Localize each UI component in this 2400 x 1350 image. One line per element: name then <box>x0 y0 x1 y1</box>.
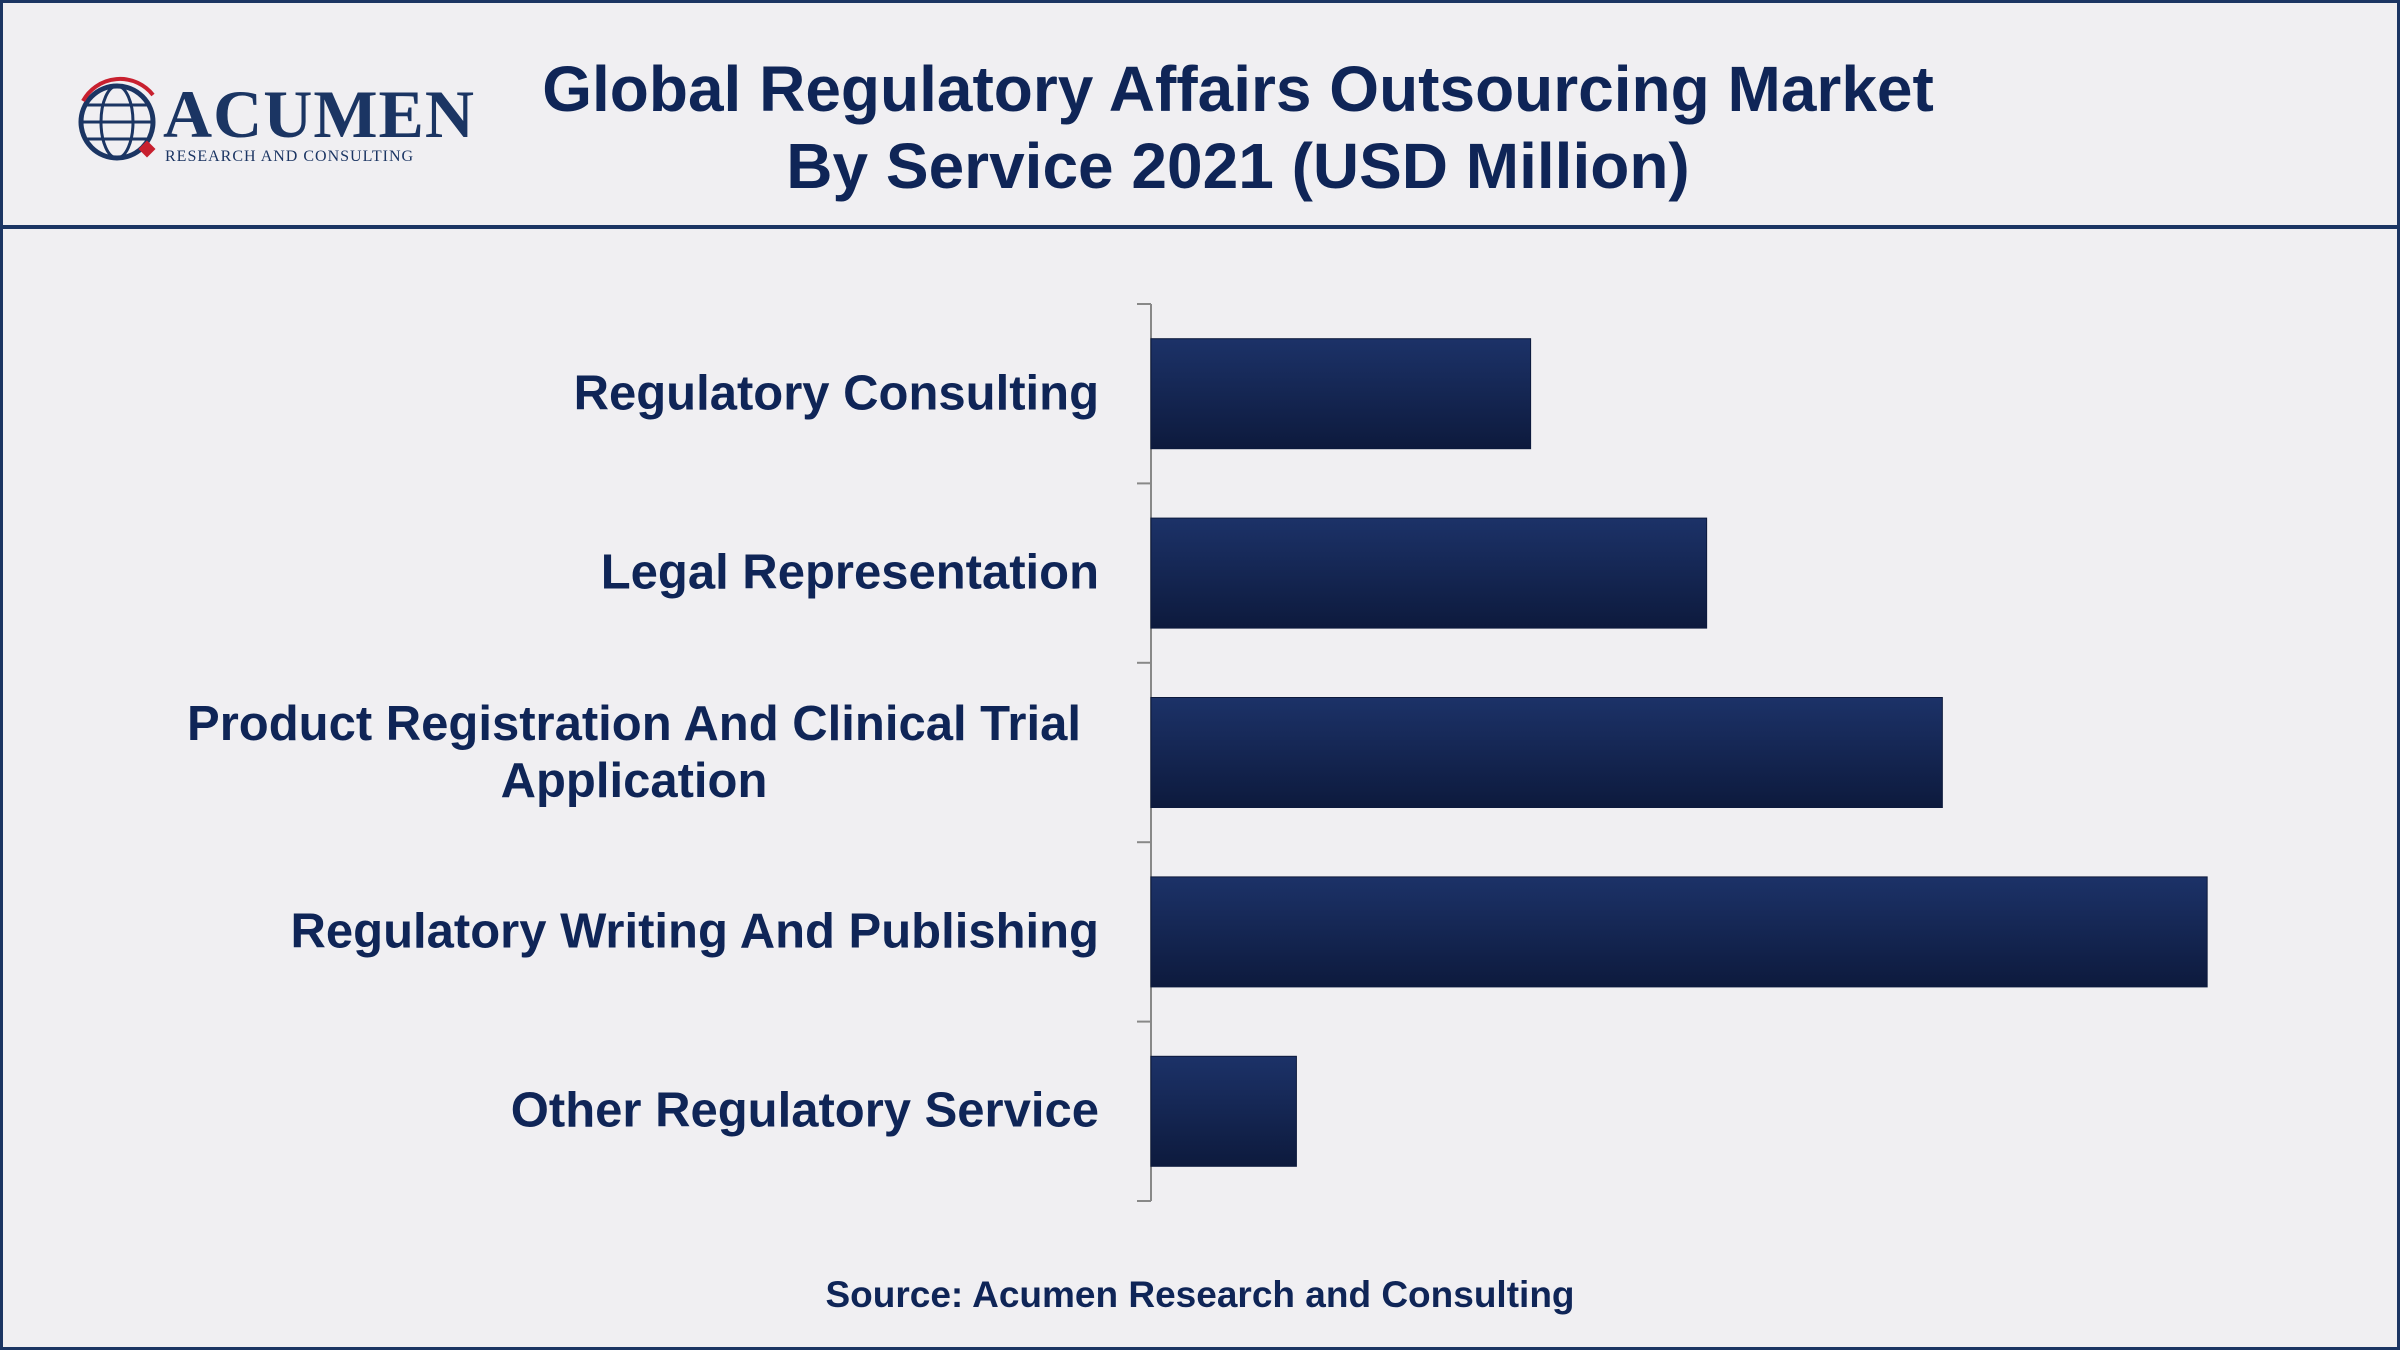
logo-name: ACUMEN <box>163 76 475 152</box>
bar <box>1150 517 1708 629</box>
bar <box>1150 338 1532 450</box>
logo-tagline: RESEARCH AND CONSULTING <box>165 148 415 165</box>
logo-globe <box>78 76 156 161</box>
y-tick-label: Regulatory Consulting <box>573 366 1099 421</box>
title-line: By Service 2021 (USD Million) <box>786 130 1690 202</box>
source: Source: Acumen Research and Consulting <box>825 1274 1575 1315</box>
chart-title: Global Regulatory Affairs Outsourcing Ma… <box>443 51 2033 205</box>
y-tick-label: Legal Representation <box>600 545 1099 600</box>
y-tick-label: Regulatory Writing And Publishing <box>290 904 1099 959</box>
y-tick-label: Other Regulatory Service <box>510 1083 1099 1138</box>
bar <box>1150 697 1943 808</box>
chart <box>78 76 2208 1202</box>
bar <box>1150 1055 1297 1167</box>
y-tick-label: Product Registration And Clinical Trial … <box>187 696 1081 808</box>
header-rule <box>3 225 2397 229</box>
bar <box>1150 876 2208 988</box>
title-line: Global Regulatory Affairs Outsourcing Ma… <box>542 53 1934 125</box>
